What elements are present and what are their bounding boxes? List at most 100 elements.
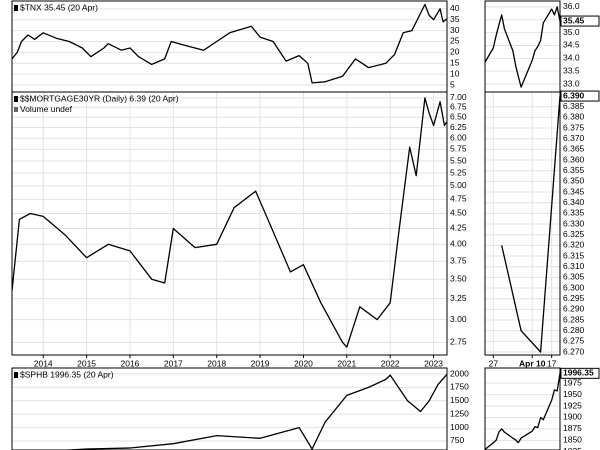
y-tick-label: 6.290 — [563, 304, 585, 314]
y-tick-label: 3.75 — [450, 255, 467, 265]
y-tick-label: 5.00 — [450, 180, 467, 190]
title-marker — [14, 372, 18, 378]
price-line — [12, 3, 447, 84]
y-tick-label: 6.340 — [563, 197, 585, 207]
y-tick-label: 6.375 — [563, 122, 585, 132]
panel-title: $TNX 35.45 (20 Apr) — [20, 2, 98, 12]
price-line — [485, 6, 560, 88]
y-tick-label: 1750 — [450, 382, 469, 392]
y-tick-label: 34.5 — [563, 40, 580, 50]
y-tick-label: 6.330 — [563, 218, 585, 228]
current-value-box — [560, 15, 600, 27]
y-tick-label: 34.0 — [563, 53, 580, 63]
y-tick-label: 1950 — [563, 389, 582, 399]
y-tick-label: 1825 — [563, 446, 582, 450]
y-tick-label: 3.00 — [450, 314, 467, 324]
y-tick-label: 1000 — [450, 422, 469, 432]
x-tick-label: 2022 — [381, 358, 400, 368]
current-value-label: 6.390 — [563, 90, 585, 100]
y-tick-label: 1925 — [563, 400, 582, 410]
current-value-label: 35.45 — [563, 15, 585, 25]
title-marker — [14, 96, 18, 102]
y-tick-label: 5.50 — [450, 155, 467, 165]
y-tick-label: 4.25 — [450, 223, 467, 233]
y-tick-label: 4.50 — [450, 208, 467, 218]
x-tick-label: Apr 10 — [519, 358, 546, 368]
current-value-box — [560, 367, 600, 379]
y-tick-label: 4.75 — [450, 194, 467, 204]
current-value-box — [560, 90, 600, 102]
y-tick-label: 6.355 — [563, 165, 585, 175]
panel-frame — [484, 367, 561, 450]
y-tick-label: 6.305 — [563, 272, 585, 282]
x-tick-label: 2018 — [207, 358, 226, 368]
y-tick-label: 6.325 — [563, 229, 585, 239]
y-tick-label: 1875 — [563, 423, 582, 433]
y-tick-label: 3.25 — [450, 293, 467, 303]
panel-title: $$MORTGAGE30YR (Daily) 6.39 (20 Apr) — [20, 93, 179, 103]
x-tick-label: 2017 — [164, 358, 183, 368]
y-tick-label: 6.270 — [563, 346, 585, 356]
price-line — [12, 97, 447, 348]
y-tick-label: 6.350 — [563, 176, 585, 186]
y-tick-label: 6.335 — [563, 208, 585, 218]
y-tick-label: 6.315 — [563, 250, 585, 260]
y-tick-label: 6.365 — [563, 144, 585, 154]
panel-frame — [11, 0, 448, 93]
y-tick-label: 6.295 — [563, 293, 585, 303]
y-tick-label: 5 — [450, 79, 455, 89]
y-tick-label: 6.385 — [563, 101, 585, 111]
price-line — [57, 373, 447, 450]
x-tick-label: 2019 — [251, 358, 270, 368]
y-tick-label: 2000 — [450, 368, 469, 378]
x-tick-label: 27 — [489, 358, 499, 368]
y-tick-label: 33.5 — [563, 65, 580, 75]
y-tick-label: 6.380 — [563, 112, 585, 122]
y-tick-label: 6.75 — [450, 102, 467, 112]
x-tick-label: 2021 — [337, 358, 356, 368]
x-tick-label: 2023 — [424, 358, 443, 368]
y-tick-label: 1975 — [563, 377, 582, 387]
y-tick-label: 4.00 — [450, 239, 467, 249]
y-tick-label: 1850 — [563, 435, 582, 445]
y-tick-label: 1500 — [450, 395, 469, 405]
y-tick-label: 35.0 — [563, 27, 580, 37]
y-tick-label: 6.275 — [563, 336, 585, 346]
y-tick-label: 6.345 — [563, 186, 585, 196]
y-tick-label: 6.320 — [563, 240, 585, 250]
y-tick-label: 20 — [450, 47, 460, 57]
panel-frame — [11, 91, 448, 356]
x-tick-label: 2015 — [77, 358, 96, 368]
price-line — [485, 373, 560, 450]
y-tick-label: 6.370 — [563, 133, 585, 143]
price-line — [501, 96, 560, 353]
y-tick-label: 1250 — [450, 408, 469, 418]
y-tick-label: 1900 — [563, 412, 582, 422]
title-marker — [14, 5, 18, 11]
panel-frame — [11, 367, 448, 450]
y-tick-label: 35 — [450, 14, 460, 24]
y-tick-label: 25 — [450, 36, 460, 46]
y-tick-label: 6.25 — [450, 122, 467, 132]
y-tick-label: 30 — [450, 25, 460, 35]
panel-frame — [484, 91, 561, 356]
y-tick-label: 7.00 — [450, 92, 467, 102]
panel-title: $SPHB 1996.35 (20 Apr) — [20, 369, 114, 379]
y-tick-label: 5.75 — [450, 144, 467, 154]
y-tick-label: 6.300 — [563, 282, 585, 292]
y-tick-label: 6.280 — [563, 325, 585, 335]
y-tick-label: 40 — [450, 3, 460, 13]
y-tick-label: 2.75 — [450, 337, 467, 347]
current-value-label: 1996.35 — [563, 368, 594, 378]
subtitle-marker — [14, 107, 18, 112]
x-tick-label: 2016 — [121, 358, 140, 368]
y-tick-label: 3.50 — [450, 273, 467, 283]
y-tick-label: 6.50 — [450, 112, 467, 122]
y-tick-label: 36.0 — [563, 1, 580, 11]
y-tick-label: 10 — [450, 68, 460, 78]
x-tick-label: 17 — [547, 358, 557, 368]
y-tick-label: 5.25 — [450, 167, 467, 177]
y-tick-label: 6.285 — [563, 314, 585, 324]
y-tick-label: 15 — [450, 58, 460, 68]
